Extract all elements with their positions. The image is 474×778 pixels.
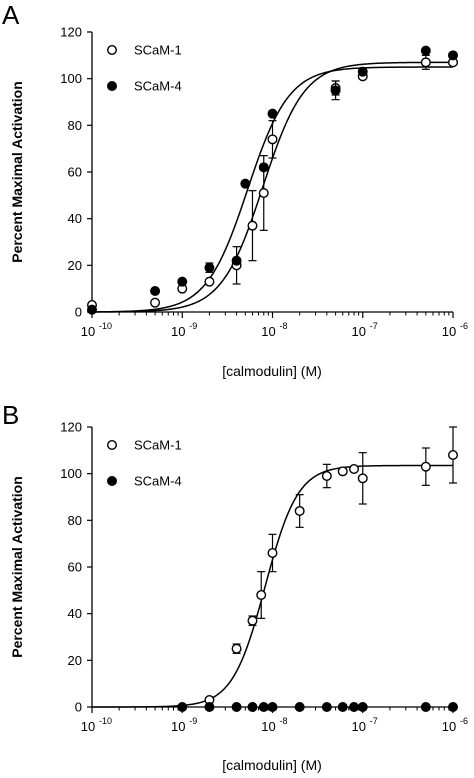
data-point-scam-4 — [420, 45, 431, 56]
data-point-scam-4 — [150, 286, 161, 297]
x-tick-exponent: -7 — [370, 716, 378, 726]
data-point-scam-1 — [267, 134, 278, 145]
data-point-scam-1 — [357, 473, 368, 484]
y-tick-label: 40 — [68, 211, 82, 226]
x-tick-label: 10 — [171, 324, 185, 339]
legend-label: SCaM-4 — [134, 79, 182, 94]
data-point-scam-1 — [349, 464, 360, 475]
y-tick-label: 60 — [68, 165, 82, 180]
panel-b-plot: 0 20 40 60 80 100 120 10 -10 10 -9 10 -8 10 -7 10 -6 SCaM… — [60, 420, 468, 735]
x-tick-exponent: -10 — [99, 716, 112, 726]
x-tick-label: 10 — [81, 324, 95, 339]
data-point-scam-4 — [267, 108, 278, 119]
data-point-scam-1 — [294, 506, 305, 517]
x-tick-label: 10 — [261, 324, 275, 339]
fit-curve-scam-1 — [91, 61, 453, 313]
x-tick-exponent: -9 — [189, 716, 197, 726]
data-point-scam-1 — [337, 466, 348, 477]
data-point-scam-4 — [294, 702, 305, 713]
legend-label: SCaM-4 — [134, 474, 182, 489]
data-point-scam-4 — [357, 66, 368, 77]
x-tick-label: 10 — [261, 719, 275, 734]
x-tick-label: 10 — [442, 324, 456, 339]
legend-marker — [106, 476, 117, 487]
panel-a-ylabel: Percent Maximal Activation — [9, 81, 25, 263]
data-point-scam-4 — [357, 702, 368, 713]
data-point-scam-1 — [231, 643, 242, 654]
x-tick-label: 10 — [352, 719, 366, 734]
legend-label: SCaM-1 — [134, 43, 182, 58]
x-tick-exponent: -9 — [189, 321, 197, 331]
y-tick-label: 40 — [68, 606, 82, 621]
data-point-scam-1 — [258, 187, 269, 198]
data-point-scam-4 — [240, 178, 251, 189]
panel-a-plot: 0 20 40 60 80 100 120 10 -10 10 -9 10 -8 10 -7 10 -6 SCaM… — [60, 25, 468, 340]
data-point-scam-1 — [247, 220, 258, 231]
data-point-scam-4 — [204, 262, 215, 273]
y-tick-label: 100 — [60, 466, 82, 481]
legend-marker — [106, 80, 117, 91]
y-tick-label: 20 — [68, 653, 82, 668]
data-point-scam-4 — [86, 304, 97, 315]
data-point-scam-1 — [247, 615, 258, 626]
y-tick-label: 120 — [60, 25, 82, 40]
data-point-scam-4 — [231, 702, 242, 713]
y-tick-label: 0 — [75, 305, 82, 320]
data-point-scam-1 — [204, 276, 215, 287]
x-tick-exponent: -8 — [280, 716, 288, 726]
y-tick-label: 0 — [75, 700, 82, 715]
panel-b-ylabel: Percent Maximal Activation — [9, 476, 25, 658]
y-tick-label: 80 — [68, 513, 82, 528]
data-point-scam-1 — [267, 548, 278, 559]
panel-b-letter: B — [2, 400, 19, 430]
data-point-scam-4 — [321, 702, 332, 713]
x-tick-exponent: -10 — [99, 321, 112, 331]
data-point-scam-4 — [177, 276, 188, 287]
x-tick-label: 10 — [81, 719, 95, 734]
legend-marker — [106, 45, 117, 56]
y-tick-label: 100 — [60, 71, 82, 86]
data-point-scam-1 — [448, 450, 459, 461]
y-tick-label: 20 — [68, 258, 82, 273]
panel-b-xlabel: [calmodulin] (M) — [222, 757, 322, 773]
data-point-scam-1 — [321, 471, 332, 482]
data-point-scam-4 — [267, 702, 278, 713]
fit-curve-scam-1 — [92, 464, 453, 708]
data-point-scam-4 — [448, 702, 459, 713]
data-point-scam-1 — [150, 297, 161, 308]
data-point-scam-4 — [247, 702, 258, 713]
data-point-scam-4 — [330, 85, 341, 96]
legend-label: SCaM-1 — [134, 438, 182, 453]
x-tick-label: 10 — [442, 719, 456, 734]
data-point-scam-1 — [256, 590, 267, 601]
panel-a-letter: A — [2, 0, 20, 30]
data-point-scam-1 — [420, 57, 431, 68]
x-tick-label: 10 — [352, 324, 366, 339]
x-tick-exponent: -8 — [280, 321, 288, 331]
data-point-scam-4 — [258, 162, 269, 173]
legend-marker — [106, 440, 117, 451]
data-point-scam-4 — [231, 255, 242, 266]
data-point-scam-4 — [258, 702, 269, 713]
data-point-scam-4 — [420, 702, 431, 713]
x-tick-exponent: -7 — [370, 321, 378, 331]
y-tick-label: 120 — [60, 420, 82, 435]
data-point-scam-4 — [337, 702, 348, 713]
data-point-scam-4 — [177, 702, 188, 713]
x-tick-exponent: -6 — [460, 716, 468, 726]
y-tick-label: 80 — [68, 118, 82, 133]
fit-curve-scam-4 — [91, 66, 453, 313]
data-point-scam-4 — [204, 702, 215, 713]
panel-a-xlabel: [calmodulin] (M) — [222, 363, 322, 379]
data-point-scam-1 — [420, 461, 431, 472]
x-tick-exponent: -6 — [460, 321, 468, 331]
data-point-scam-4 — [448, 50, 459, 61]
data-point-scam-4 — [349, 702, 360, 713]
y-tick-label: 60 — [68, 560, 82, 575]
x-tick-label: 10 — [171, 719, 185, 734]
